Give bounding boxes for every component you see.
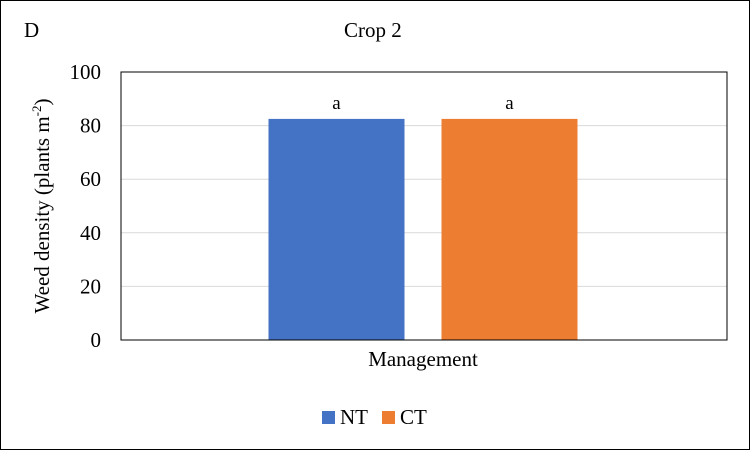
y-tick-label: 80 — [80, 114, 101, 138]
y-tick-label: 20 — [80, 274, 101, 298]
data-label-nt: a — [332, 93, 341, 114]
bar-ct — [441, 118, 578, 341]
bar-nt — [268, 118, 405, 341]
legend-item-ct: CT — [382, 405, 427, 430]
legend-item-nt: NT — [322, 405, 368, 430]
y-axis-label: Weed density (plants m-2) — [29, 98, 54, 313]
gridlines — [121, 125, 727, 287]
legend-swatch-nt — [322, 411, 335, 424]
y-tick-label: 60 — [80, 167, 101, 191]
legend-label-ct: CT — [400, 405, 427, 429]
y-tick-label: 100 — [70, 60, 102, 84]
y-tick-label: 40 — [80, 221, 101, 245]
legend: NT CT — [322, 405, 441, 430]
panel-label: D — [24, 18, 40, 42]
legend-label-nt: NT — [340, 405, 368, 429]
y-tick-label: 0 — [91, 328, 102, 352]
legend-swatch-ct — [382, 411, 395, 424]
data-label-ct: a — [505, 93, 514, 114]
plot-area-border — [120, 71, 728, 341]
chart-title: Crop 2 — [344, 18, 402, 42]
y-axis-ticks: 0 20 40 60 80 100 — [70, 60, 102, 352]
x-axis-label: Management — [368, 347, 478, 371]
